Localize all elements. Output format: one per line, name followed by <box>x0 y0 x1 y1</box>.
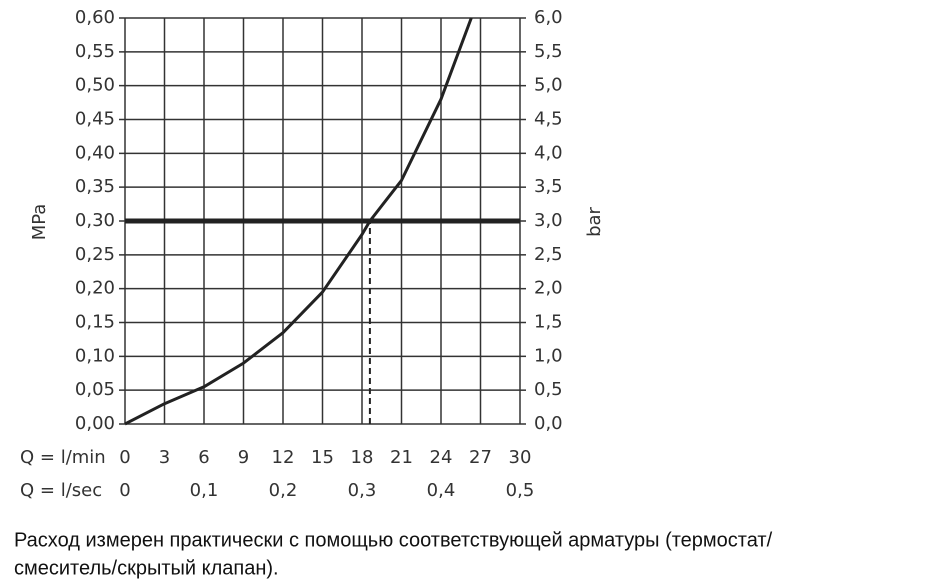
y2-tick-label: 5,0 <box>534 75 563 96</box>
y-tick-label: 0,15 <box>75 312 115 333</box>
x-tick-label: 27 <box>469 447 492 468</box>
caption: смеситель/скрытый клапан). <box>14 557 279 579</box>
x2-tick-label: 0,1 <box>190 480 219 501</box>
y-tick-label: 0,40 <box>75 142 115 163</box>
x-tick-label: 12 <box>272 447 295 468</box>
y-axis-label: MPa <box>29 204 50 241</box>
y-tick-label: 0,25 <box>75 244 115 265</box>
y2-tick-label: 4,0 <box>534 142 563 163</box>
y-tick-label: 0,30 <box>75 210 115 231</box>
x-tick-label: 24 <box>430 447 453 468</box>
x2-tick-label: 0 <box>119 480 130 501</box>
x-tick-label: 18 <box>351 447 374 468</box>
x-tick-label: 30 <box>509 447 532 468</box>
x-tick-label: 9 <box>238 447 249 468</box>
y-tick-label: 0,45 <box>75 109 115 130</box>
x2-tick-label: 0,3 <box>348 480 377 501</box>
y-tick-label: 0,60 <box>75 7 115 28</box>
x-tick-label: 0 <box>119 447 130 468</box>
curve <box>124 17 473 426</box>
y2-axis-label: bar <box>584 206 605 236</box>
x2-tick-label: 0,5 <box>506 480 535 501</box>
y-tick-label: 0,00 <box>75 413 115 434</box>
y2-tick-label: 1,5 <box>534 312 563 333</box>
x-tick-label: 3 <box>159 447 170 468</box>
y2-tick-label: 2,0 <box>534 278 563 299</box>
y2-tick-label: 1,0 <box>534 345 563 366</box>
x2-tick-label: 0,4 <box>427 480 456 501</box>
x-tick-label: 6 <box>198 447 209 468</box>
y2-tick-label: 3,5 <box>534 176 563 197</box>
y2-tick-label: 5,5 <box>534 41 563 62</box>
y2-tick-label: 0,0 <box>534 413 563 434</box>
y-tick-label: 0,35 <box>75 176 115 197</box>
y-tick-label: 0,10 <box>75 345 115 366</box>
y-tick-label: 0,50 <box>75 75 115 96</box>
y2-tick-label: 2,5 <box>534 244 563 265</box>
x2-axis-label: Q = l/sec <box>20 480 102 501</box>
x-tick-label: 21 <box>390 447 413 468</box>
x2-tick-label: 0,2 <box>269 480 298 501</box>
x-tick-label: 15 <box>311 447 334 468</box>
y-tick-label: 0,20 <box>75 278 115 299</box>
y-tick-label: 0,05 <box>75 379 115 400</box>
y2-tick-label: 3,0 <box>534 210 563 231</box>
caption: Расход измерен практически с помощью соо… <box>14 529 773 551</box>
y2-tick-label: 6,0 <box>534 7 563 28</box>
y2-tick-label: 4,5 <box>534 109 563 130</box>
y2-tick-label: 0,5 <box>534 379 563 400</box>
x-axis-label: Q = l/min <box>20 447 106 468</box>
y-tick-label: 0,55 <box>75 41 115 62</box>
